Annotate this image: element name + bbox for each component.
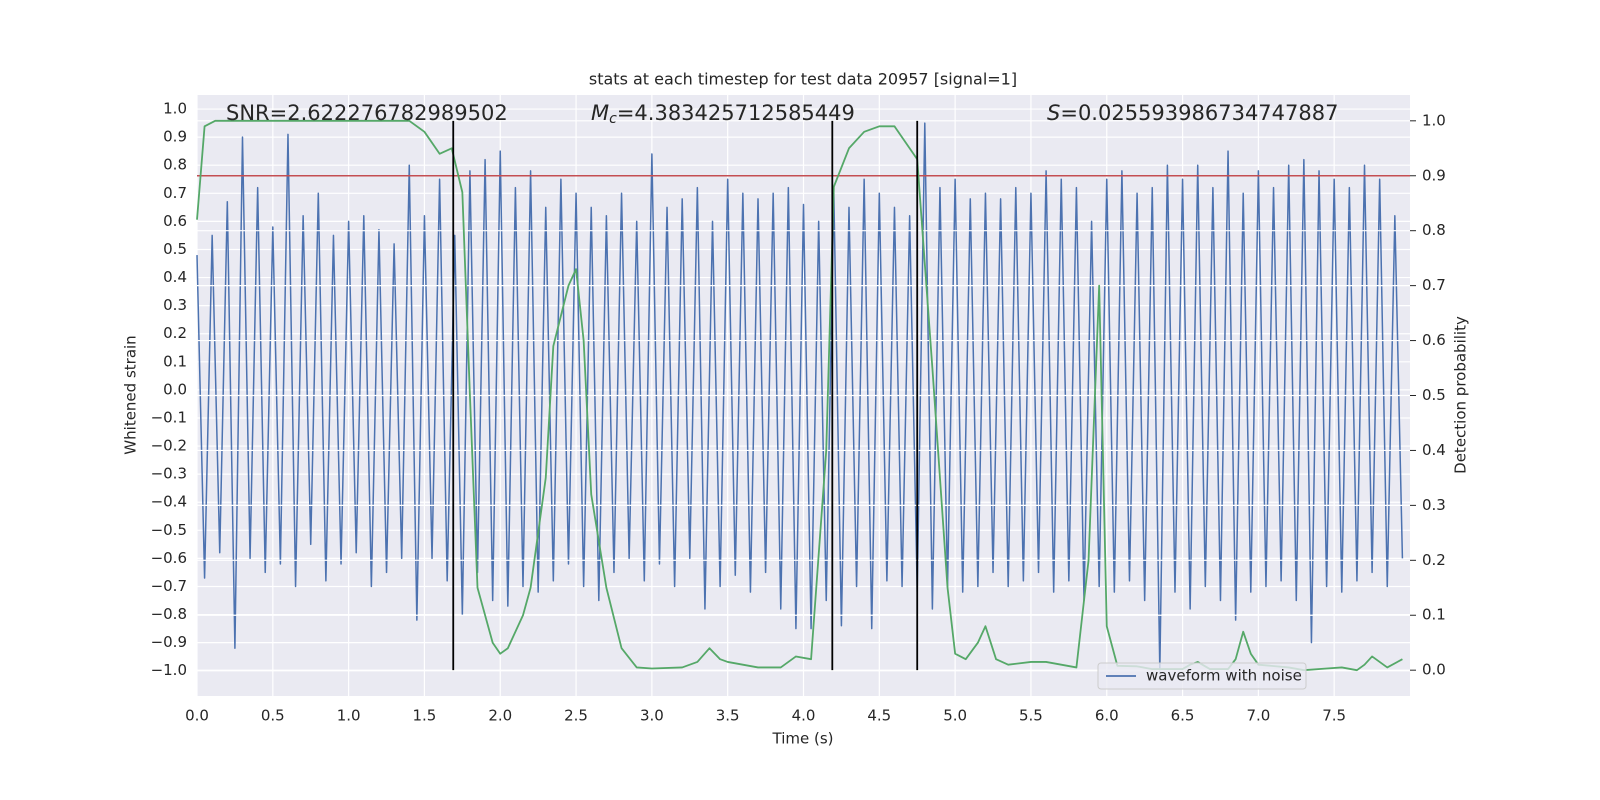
annotation-text: SNR=2.622276782989502 bbox=[226, 101, 508, 125]
x-tick-label: 3.5 bbox=[716, 707, 740, 725]
y-tick-label: −0.9 bbox=[151, 633, 187, 651]
annotation-text: =4.383425712585449 bbox=[617, 101, 855, 125]
x-tick-label: 5.5 bbox=[1019, 707, 1043, 725]
y2-tick-label: 0.6 bbox=[1422, 331, 1446, 349]
y-tick-label: 0.8 bbox=[163, 156, 187, 174]
series-line bbox=[196, 122, 1404, 672]
annotation-symbol: S bbox=[1047, 101, 1060, 125]
y-tick-label: 0.1 bbox=[163, 352, 187, 370]
y-tick-label: −0.1 bbox=[151, 408, 187, 426]
y2-tick-label: 0.7 bbox=[1422, 276, 1446, 294]
x-tick-label: 1.5 bbox=[413, 707, 437, 725]
y-tick-label: −0.5 bbox=[151, 521, 187, 539]
y-tick-label: 0.9 bbox=[163, 128, 187, 146]
y-tick-label: −1.0 bbox=[151, 661, 187, 679]
y-axis-label: Whitened strain bbox=[122, 335, 140, 454]
x-tick-label: 3.0 bbox=[640, 707, 664, 725]
x-tick-label: 0.0 bbox=[185, 707, 209, 725]
annotation: S=0.025593986734747887 bbox=[1047, 101, 1338, 125]
y2-tick-label: 0.0 bbox=[1422, 661, 1446, 679]
y-tick-label: 0.4 bbox=[163, 268, 187, 286]
x-tick-label: 5.0 bbox=[943, 707, 967, 725]
x-tick-label: 2.0 bbox=[488, 707, 512, 725]
y2-tick-label: 0.9 bbox=[1422, 166, 1446, 184]
x-tick-label: 4.5 bbox=[867, 707, 891, 725]
y2-tick-label: 0.5 bbox=[1422, 386, 1446, 404]
y-tick-label: −0.6 bbox=[151, 549, 187, 567]
annotation: SNR=2.622276782989502 bbox=[226, 101, 508, 125]
annotation-symbol: M bbox=[591, 101, 609, 125]
y2-tick-label: 0.4 bbox=[1422, 441, 1446, 459]
y-tick-label: −0.2 bbox=[151, 437, 187, 455]
y-tick-label: −0.4 bbox=[151, 493, 187, 511]
y-tick-label: 1.0 bbox=[163, 100, 187, 118]
y2-tick-label: 1.0 bbox=[1422, 111, 1446, 129]
chart-title: stats at each timestep for test data 209… bbox=[589, 70, 1017, 89]
y2-tick-label: 0.3 bbox=[1422, 496, 1446, 514]
annotation-text: =0.025593986734747887 bbox=[1060, 101, 1338, 125]
y-tick-label: −0.3 bbox=[151, 465, 187, 483]
y-tick-label: 0.6 bbox=[163, 212, 187, 230]
legend-label: waveform with noise bbox=[1146, 667, 1302, 685]
y2-axis-label: Detection probability bbox=[1452, 316, 1470, 474]
annotation: Mc=4.383425712585449 bbox=[591, 101, 855, 127]
y-tick-label: 0.0 bbox=[163, 380, 187, 398]
y-tick-label: 0.7 bbox=[163, 184, 187, 202]
x-tick-label: 6.0 bbox=[1095, 707, 1119, 725]
y2-tick-label: 0.1 bbox=[1422, 606, 1446, 624]
x-tick-label: 7.0 bbox=[1246, 707, 1270, 725]
y2-tick-label: 0.8 bbox=[1422, 221, 1446, 239]
y-tick-label: −0.8 bbox=[151, 605, 187, 623]
x-tick-label: 4.0 bbox=[792, 707, 816, 725]
annotation-subscript: c bbox=[609, 111, 617, 127]
y-tick-label: 0.5 bbox=[163, 240, 187, 258]
x-tick-label: 7.5 bbox=[1322, 707, 1346, 725]
x-axis-label: Time (s) bbox=[772, 730, 834, 748]
x-tick-label: 6.5 bbox=[1171, 707, 1195, 725]
legend-box bbox=[1097, 662, 1307, 690]
y-tick-label: −0.7 bbox=[151, 577, 187, 595]
x-tick-label: 2.5 bbox=[564, 707, 588, 725]
x-tick-label: 0.5 bbox=[261, 707, 285, 725]
y2-tick-label: 0.2 bbox=[1422, 551, 1446, 569]
x-tick-label: 1.0 bbox=[337, 707, 361, 725]
y-tick-label: 0.3 bbox=[163, 296, 187, 314]
y-tick-label: 0.2 bbox=[163, 324, 187, 342]
